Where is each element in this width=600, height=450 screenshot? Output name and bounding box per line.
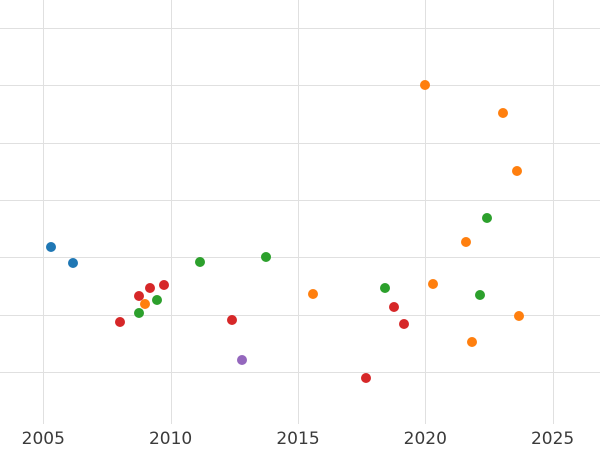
vertical-gridline [425,0,427,424]
data-point-green [481,212,492,223]
horizontal-gridline [0,142,600,144]
data-point-red [134,290,145,301]
data-point-orange [420,79,430,90]
vertical-gridline [552,0,554,424]
horizontal-gridline [0,314,600,316]
data-point-green [151,294,162,305]
data-point-red [114,317,125,327]
data-point-orange [427,278,438,289]
horizontal-gridline [0,257,600,259]
x-tick-label: 2020 [403,429,447,449]
data-point-orange [514,311,525,322]
x-axis: 2005 2010 2015 2020 2025 [0,424,600,450]
data-point-green [260,251,271,262]
data-point-orange [139,298,150,309]
vertical-gridline [298,0,299,424]
data-point-orange [307,288,318,299]
vertical-gridline [43,0,45,424]
data-point-orange [498,108,508,119]
vertical-gridline [170,0,172,424]
data-point-green [134,307,145,318]
data-point-purple [236,354,247,365]
data-point-blue [68,258,79,268]
x-tick-label: 2005 [21,429,65,449]
data-point-blue [45,242,56,252]
data-point-red [360,373,371,384]
x-tick-label: 2010 [148,429,193,449]
x-tick-label: 2015 [276,429,320,449]
plot-area [0,0,600,424]
data-point-green [475,290,486,301]
data-point-green [194,256,205,267]
horizontal-gridline [0,28,600,30]
data-point-green [380,283,391,294]
horizontal-gridline [0,85,600,87]
horizontal-gridline [0,371,600,373]
data-point-red [389,301,399,312]
data-point-orange [511,165,522,176]
data-point-red [159,280,170,291]
data-point-orange [467,336,478,347]
data-point-red [145,282,155,293]
x-tick-label: 2025 [530,429,575,449]
horizontal-gridline [0,200,600,201]
data-point-red [399,318,410,329]
data-point-red [227,314,237,325]
data-point-orange [460,236,471,247]
